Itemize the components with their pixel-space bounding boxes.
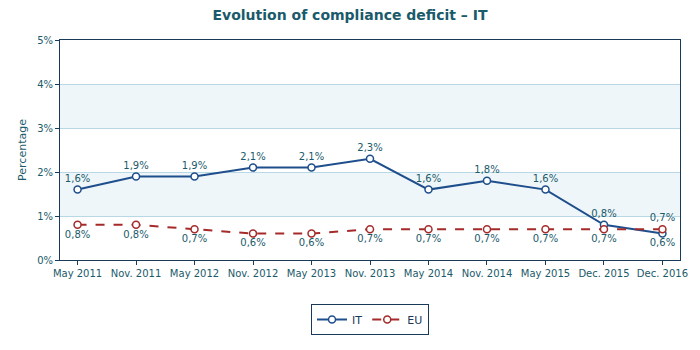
svg-text:0,6%: 0,6% [299, 237, 324, 248]
svg-text:Dec. 2015: Dec. 2015 [578, 268, 629, 279]
svg-text:Percentage: Percentage [16, 119, 29, 181]
svg-text:0,8%: 0,8% [65, 229, 90, 240]
svg-text:May 2012: May 2012 [170, 268, 219, 279]
svg-text:1%: 1% [37, 211, 53, 222]
svg-text:May 2013: May 2013 [287, 268, 336, 279]
svg-text:Nov. 2013: Nov. 2013 [345, 268, 396, 279]
svg-text:EU: EU [407, 314, 422, 327]
svg-text:5%: 5% [37, 35, 53, 46]
svg-text:Evolution of compliance defici: Evolution of compliance deficit – IT [212, 7, 487, 23]
svg-text:0,8%: 0,8% [123, 229, 148, 240]
svg-text:Nov. 2014: Nov. 2014 [462, 268, 513, 279]
svg-text:IT: IT [352, 314, 362, 327]
svg-text:1,6%: 1,6% [416, 173, 441, 184]
svg-text:3%: 3% [37, 123, 53, 134]
svg-text:1,9%: 1,9% [182, 160, 207, 171]
svg-text:0,7%: 0,7% [650, 212, 675, 223]
svg-text:0,7%: 0,7% [533, 233, 558, 244]
svg-text:0,7%: 0,7% [182, 233, 207, 244]
svg-text:May 2014: May 2014 [404, 268, 453, 279]
svg-text:1,8%: 1,8% [474, 164, 499, 175]
svg-text:4%: 4% [37, 79, 53, 90]
svg-text:1,9%: 1,9% [123, 160, 148, 171]
svg-text:0%: 0% [37, 255, 53, 266]
svg-text:May 2015: May 2015 [521, 268, 570, 279]
svg-text:0,7%: 0,7% [474, 233, 499, 244]
svg-text:0,6%: 0,6% [240, 237, 265, 248]
svg-text:2,1%: 2,1% [240, 151, 265, 162]
svg-text:0,7%: 0,7% [416, 233, 441, 244]
svg-text:0,7%: 0,7% [591, 233, 616, 244]
svg-text:Nov. 2011: Nov. 2011 [111, 268, 162, 279]
svg-text:2%: 2% [37, 167, 53, 178]
svg-text:0,6%: 0,6% [650, 237, 675, 248]
svg-text:2,3%: 2,3% [357, 142, 382, 153]
svg-text:1,6%: 1,6% [65, 173, 90, 184]
svg-text:0,7%: 0,7% [357, 233, 382, 244]
svg-text:Nov. 2012: Nov. 2012 [228, 268, 279, 279]
svg-text:2,1%: 2,1% [299, 151, 324, 162]
svg-text:1,6%: 1,6% [533, 173, 558, 184]
svg-text:May 2011: May 2011 [53, 268, 102, 279]
svg-text:0,8%: 0,8% [591, 208, 616, 219]
svg-text:Dec. 2016: Dec. 2016 [637, 268, 688, 279]
